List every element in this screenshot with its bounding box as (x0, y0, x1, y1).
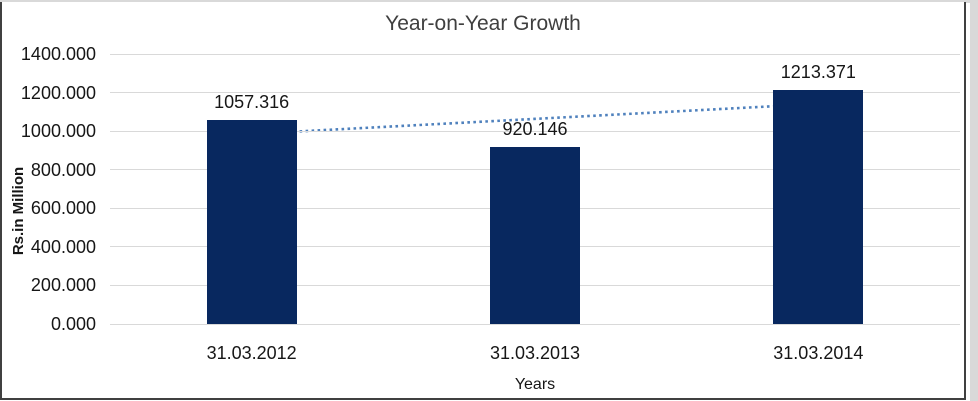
y-axis-tick-label: 0.000 (50, 314, 96, 334)
gridline (110, 53, 960, 55)
y-axis-tick-label: 400.000 (30, 236, 96, 257)
x-axis-category-label: 31.03.2013 (489, 343, 581, 363)
bar-31.03.2012 (206, 120, 297, 324)
trendline (251, 102, 819, 136)
bar-data-label: 1213.371 (780, 61, 856, 82)
gridline (110, 130, 960, 132)
y-axis-tick-label: 1400.000 (20, 44, 96, 64)
trendline-line (251, 102, 819, 136)
y-axis-tick-label: 600.000 (30, 198, 96, 219)
y-axis-tick-label: 200.000 (30, 275, 96, 296)
bar-31.03.2013 (490, 146, 580, 324)
chart-title: Year-on-Year Growth (385, 12, 581, 35)
y-axis-tick-label: 800.000 (30, 159, 96, 180)
bar-data-label: 920.146 (502, 118, 568, 139)
page-margin-right (970, 0, 978, 401)
x-axis-title: Years (514, 376, 556, 393)
bar-data-label: 1057.316 (214, 92, 290, 113)
gridline (110, 323, 960, 325)
page-margin-top (0, 0, 978, 3)
x-axis-category-label: 31.03.2012 (206, 343, 297, 363)
plot-area (110, 50, 960, 325)
bar-31.03.2014 (773, 89, 864, 324)
x-axis-category-label: 31.03.2014 (773, 343, 864, 363)
y-axis-tick-label: 1200.000 (20, 82, 96, 103)
y-axis-tick-label: 1000.000 (20, 121, 96, 142)
gridline (110, 92, 960, 94)
